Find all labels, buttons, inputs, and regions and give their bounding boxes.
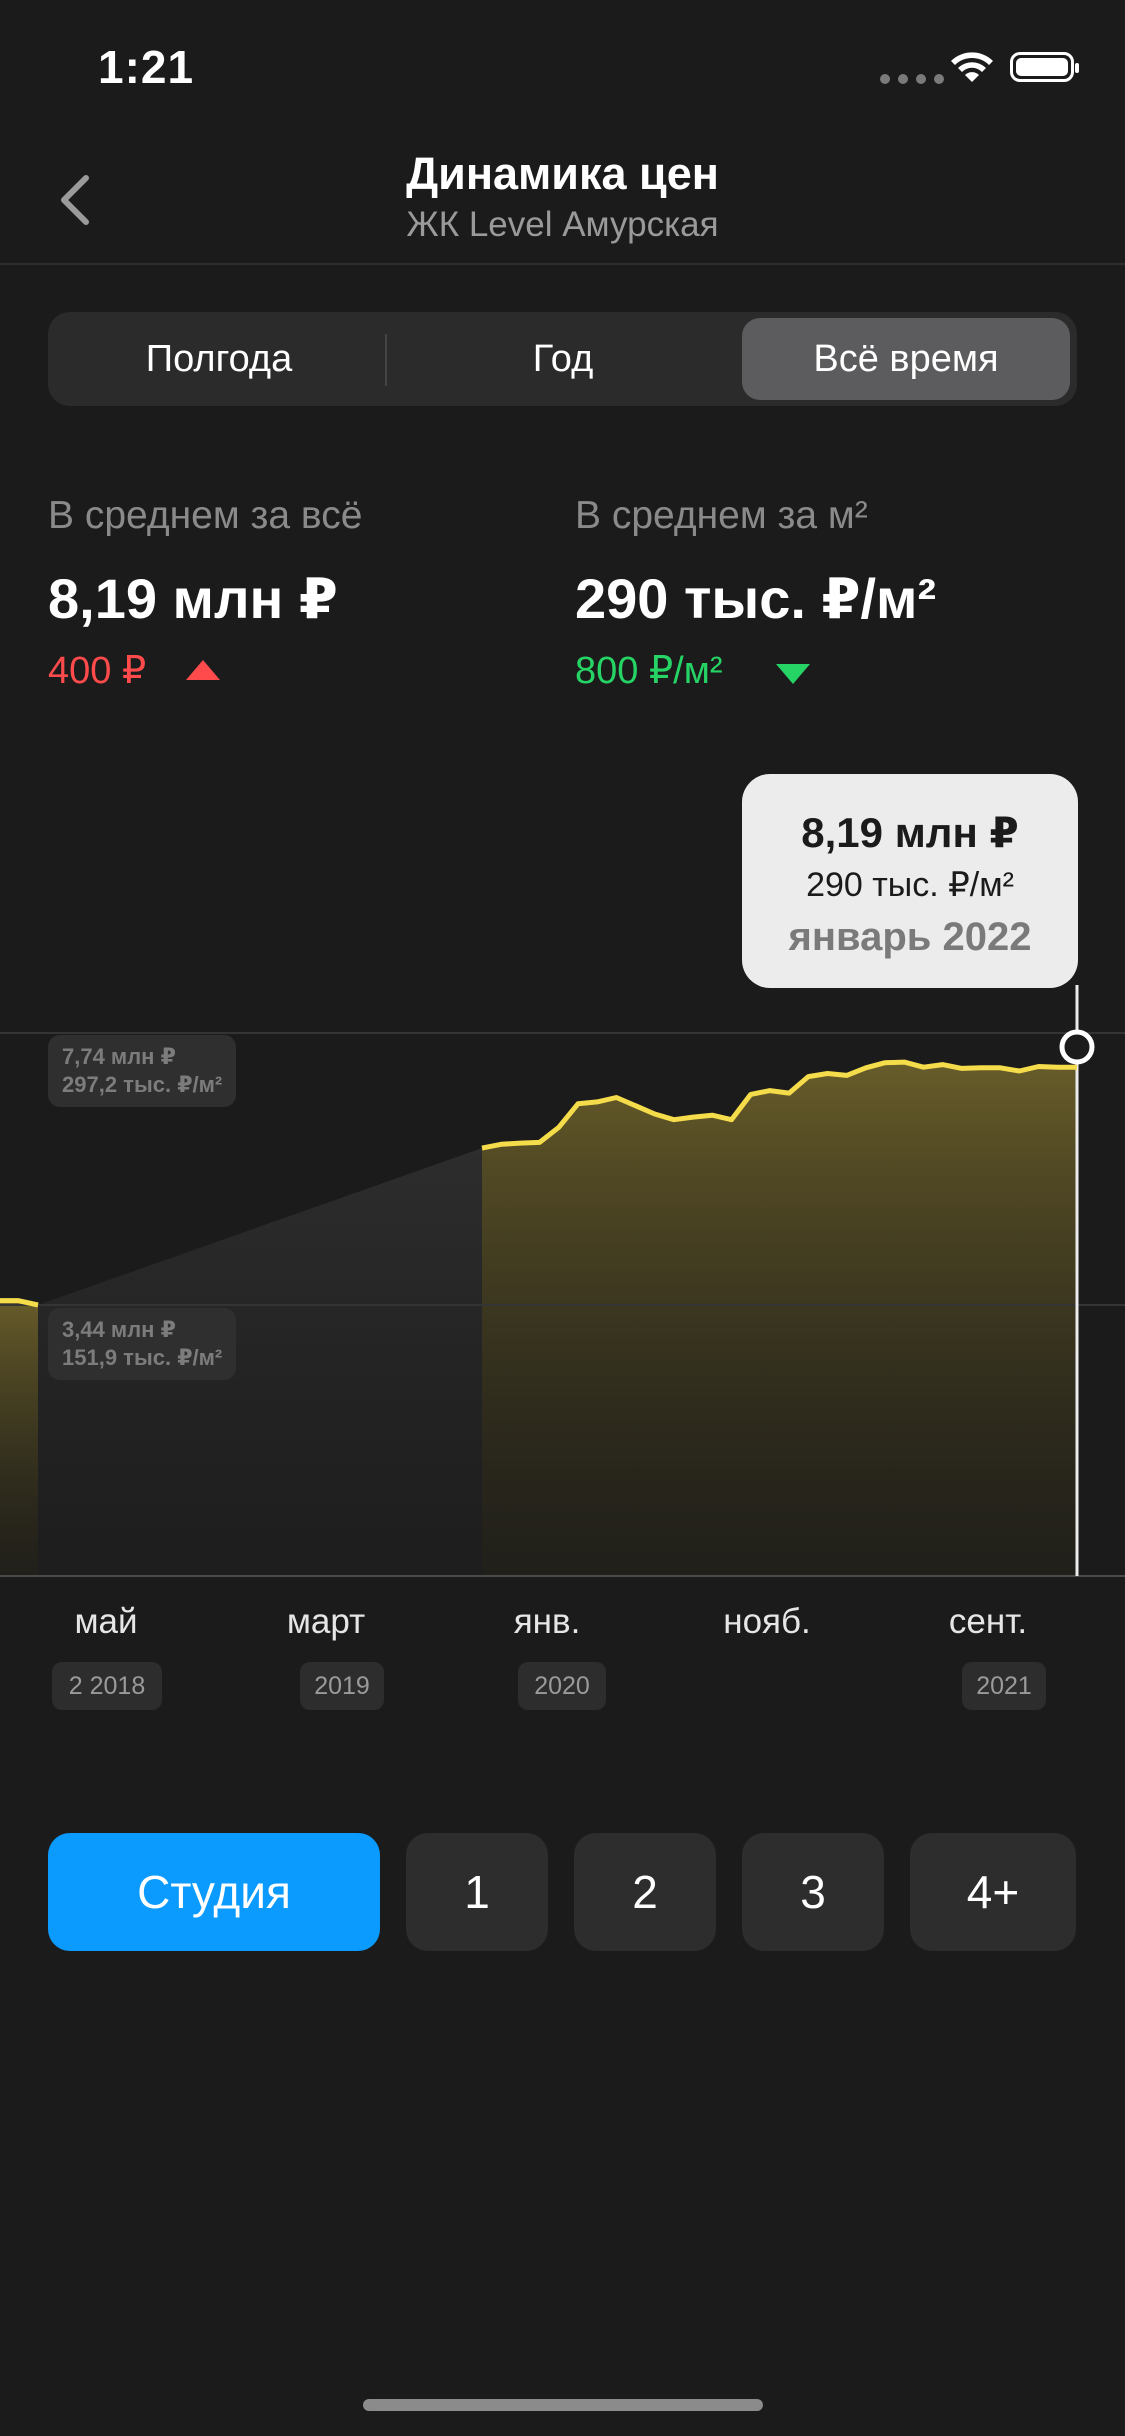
home-indicator[interactable] [363, 2399, 763, 2411]
period-segmented-control: Полгода Год Всё время [48, 312, 1077, 406]
chart-sparse-area [38, 1148, 482, 1576]
x-label-month: янв. [513, 1602, 581, 1641]
avg-sqm-change: 800 ₽/м² [575, 650, 723, 692]
selected-point-marker[interactable] [1059, 1029, 1095, 1065]
price-line [481, 1059, 1077, 1151]
room-filter-4-plus[interactable]: 4+ [910, 1833, 1076, 1951]
cellular-signal-icon [880, 74, 944, 84]
x-label-year: 2019 [300, 1662, 384, 1710]
page-title: Динамика цен [406, 148, 719, 199]
room-filter-2[interactable]: 2 [574, 1833, 716, 1951]
period-tab-all-time[interactable]: Всё время [742, 318, 1070, 400]
x-label-month: май [74, 1602, 138, 1641]
ref-label-high: 7,74 млн ₽ 297,2 тыс. ₽/м² [48, 1035, 237, 1107]
ref-high-price: 7,74 млн ₽ [62, 1044, 176, 1069]
chart-area-early [0, 1300, 38, 1576]
x-label-year: 2021 [962, 1662, 1046, 1710]
avg-total-label: В среднем за всё [48, 494, 363, 537]
nav-divider [0, 263, 1125, 265]
ref-label-low: 3,44 млн ₽ 151,9 тыс. ₽/м² [48, 1308, 237, 1380]
room-filter-studio[interactable]: Студия [48, 1833, 380, 1951]
chart-area [482, 1062, 1077, 1576]
tooltip-price: 8,19 млн ₽ [801, 809, 1019, 856]
segment-separator [385, 334, 387, 386]
avg-total-change: 400 ₽ [48, 650, 147, 692]
trend-down-icon [776, 664, 810, 684]
page-subtitle: ЖК Level Амурская [406, 205, 719, 244]
battery-icon [1010, 52, 1079, 82]
status-time: 1:21 [98, 41, 195, 93]
period-tab-year[interactable]: Год [532, 337, 594, 380]
ref-low-price: 3,44 млн ₽ [62, 1317, 176, 1342]
tooltip-date: январь 2022 [788, 915, 1032, 959]
tooltip-sqm-price: 290 тыс. ₽/м² [806, 866, 1014, 904]
x-label-year: 2020 [518, 1662, 606, 1710]
x-label-month: сент. [948, 1602, 1028, 1641]
room-filter-1[interactable]: 1 [406, 1833, 548, 1951]
back-chevron-icon[interactable] [56, 170, 96, 230]
x-label-month: нояб. [723, 1602, 811, 1641]
ref-high-sqm: 297,2 тыс. ₽/м² [62, 1072, 223, 1097]
price-line-early [0, 1298, 39, 1308]
avg-sqm-label: В среднем за м² [575, 494, 868, 537]
wifi-icon [951, 52, 993, 82]
chart-tooltip: 8,19 млн ₽ 290 тыс. ₽/м² январь 2022 [742, 774, 1078, 988]
period-tab-half-year[interactable]: Полгода [145, 337, 293, 380]
avg-total-value: 8,19 млн ₽ [48, 567, 338, 630]
price-chart[interactable] [0, 760, 1125, 1580]
trend-up-icon [186, 660, 220, 680]
avg-sqm-value: 290 тыс. ₽/м² [575, 567, 937, 630]
x-label-month: март [286, 1602, 366, 1641]
ref-low-sqm: 151,9 тыс. ₽/м² [62, 1345, 223, 1370]
room-filter-3[interactable]: 3 [742, 1833, 884, 1951]
x-label-year: 2 2018 [52, 1662, 162, 1710]
